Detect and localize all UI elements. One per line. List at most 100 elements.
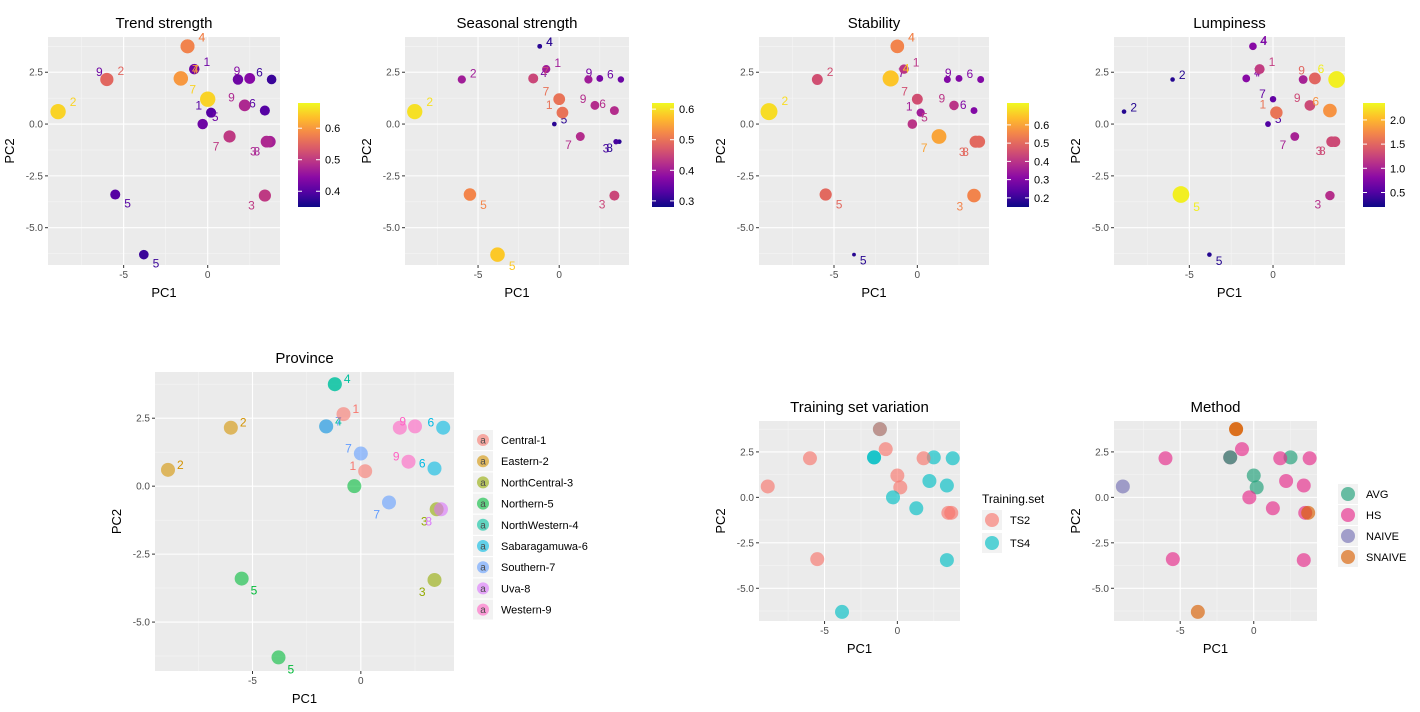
panel-training-set-variation: -5 0 2.5 0.0 -2.5 -5.0 Training set variation P… (713, 399, 1045, 656)
data-point (1304, 100, 1316, 111)
y-tick-label: 0.0 (136, 482, 150, 493)
point-label: 7 (335, 414, 342, 428)
data-point (1229, 422, 1244, 437)
legend-key-point (477, 497, 489, 510)
data-point (139, 249, 149, 260)
legend-title: Training.set (982, 492, 1045, 506)
data-point (551, 121, 557, 127)
point-label: 4 (198, 30, 205, 44)
x-axis-label: PC1 (861, 285, 886, 300)
y-tick-label: -2.5 (1092, 171, 1110, 182)
data-point (893, 480, 908, 495)
data-point (972, 135, 986, 148)
point-label: 9 (939, 92, 946, 106)
data-point (353, 446, 368, 461)
y-tick-label: 0.0 (1095, 120, 1109, 131)
panel-province: -5 02.50.0-2.5-5.0ProvincePC1PC2225447151… (109, 350, 588, 706)
point-label: 1 (913, 55, 920, 69)
data-point (1254, 64, 1265, 75)
x-tick-label: 0 (895, 626, 901, 637)
panel-lumpiness: -5 02.50.0-2.5-5.0LumpinessPC1PC222554747… (1068, 15, 1405, 300)
data-point (931, 129, 947, 144)
legend-entry: Western-9 (501, 605, 552, 617)
point-label: 5 (921, 110, 928, 124)
data-point (1115, 479, 1130, 494)
data-point (1283, 450, 1298, 465)
data-point (939, 478, 954, 493)
data-point (1323, 103, 1337, 118)
data-point (1265, 121, 1271, 127)
plot-background (48, 37, 280, 265)
legend-key-glyph: a (480, 520, 486, 531)
point-label: 5 (251, 584, 258, 598)
data-point (949, 100, 959, 111)
data-point (911, 93, 923, 105)
point-label: 6 (427, 416, 434, 430)
point-label: 4 (335, 414, 342, 428)
data-point (852, 252, 856, 257)
x-tick-label: -5 (1176, 626, 1185, 637)
data-point (537, 43, 543, 49)
data-point (173, 71, 188, 86)
point-label: 6 (419, 456, 426, 470)
y-tick-label: -5.0 (737, 223, 755, 234)
point-label: 6 (607, 67, 614, 81)
data-point (161, 462, 175, 477)
point-label: 5 (212, 110, 219, 124)
x-axis-label: PC1 (292, 691, 317, 706)
data-point (382, 495, 396, 510)
legend-entry: Eastern-2 (501, 456, 549, 468)
legend-key-glyph: a (480, 499, 486, 510)
data-point (258, 189, 271, 202)
colorbar-tick-label: 0.6 (1034, 120, 1049, 132)
point-label: 2 (470, 66, 477, 80)
data-point (180, 39, 195, 54)
point-label: 3 (1316, 144, 1323, 158)
data-point (1242, 74, 1251, 83)
legend-entry: NAIVE (1366, 531, 1399, 543)
point-label: 5 (153, 256, 160, 270)
y-axis-label: PC2 (2, 138, 17, 163)
point-label: 7 (1259, 87, 1266, 101)
data-point (271, 650, 286, 665)
y-axis-label: PC2 (109, 509, 124, 534)
point-label: 5 (1216, 254, 1223, 268)
data-point (1242, 490, 1257, 505)
legend-key-point (477, 582, 489, 595)
x-tick-label: 0 (358, 676, 364, 687)
data-point (232, 74, 244, 85)
point-label: 3 (1315, 197, 1322, 211)
data-point (890, 39, 905, 54)
point-label: 7 (565, 138, 572, 152)
data-point (1273, 451, 1288, 466)
colorbar-tick-label: 0.5 (1034, 138, 1049, 150)
point-label: 1 (349, 459, 356, 473)
point-label: 4 (344, 372, 351, 386)
legend-key-point (1341, 550, 1355, 564)
data-point (1329, 136, 1341, 148)
y-tick-label: -2.5 (1092, 538, 1110, 549)
point-label: 5 (1275, 112, 1282, 126)
point-label: 4 (540, 66, 547, 80)
data-point (358, 464, 373, 479)
data-point (1270, 106, 1283, 119)
point-label: 1 (546, 98, 553, 112)
point-label: 7 (1280, 138, 1287, 152)
point-label: 3 (603, 141, 610, 155)
colorbar-tick-label: 2.0 (1390, 115, 1405, 127)
y-tick-label: -5.0 (737, 584, 755, 595)
colorbar (298, 103, 320, 207)
plot-background (155, 372, 454, 671)
point-label: 2 (117, 64, 124, 78)
data-point (943, 76, 951, 83)
point-label: 1 (554, 56, 561, 70)
data-point (760, 479, 775, 494)
data-point (259, 105, 270, 116)
colorbar (652, 103, 674, 207)
data-point (1249, 42, 1257, 51)
point-label: 1 (204, 55, 211, 69)
data-point (609, 190, 620, 201)
data-point (867, 450, 882, 465)
data-point (1298, 75, 1308, 84)
